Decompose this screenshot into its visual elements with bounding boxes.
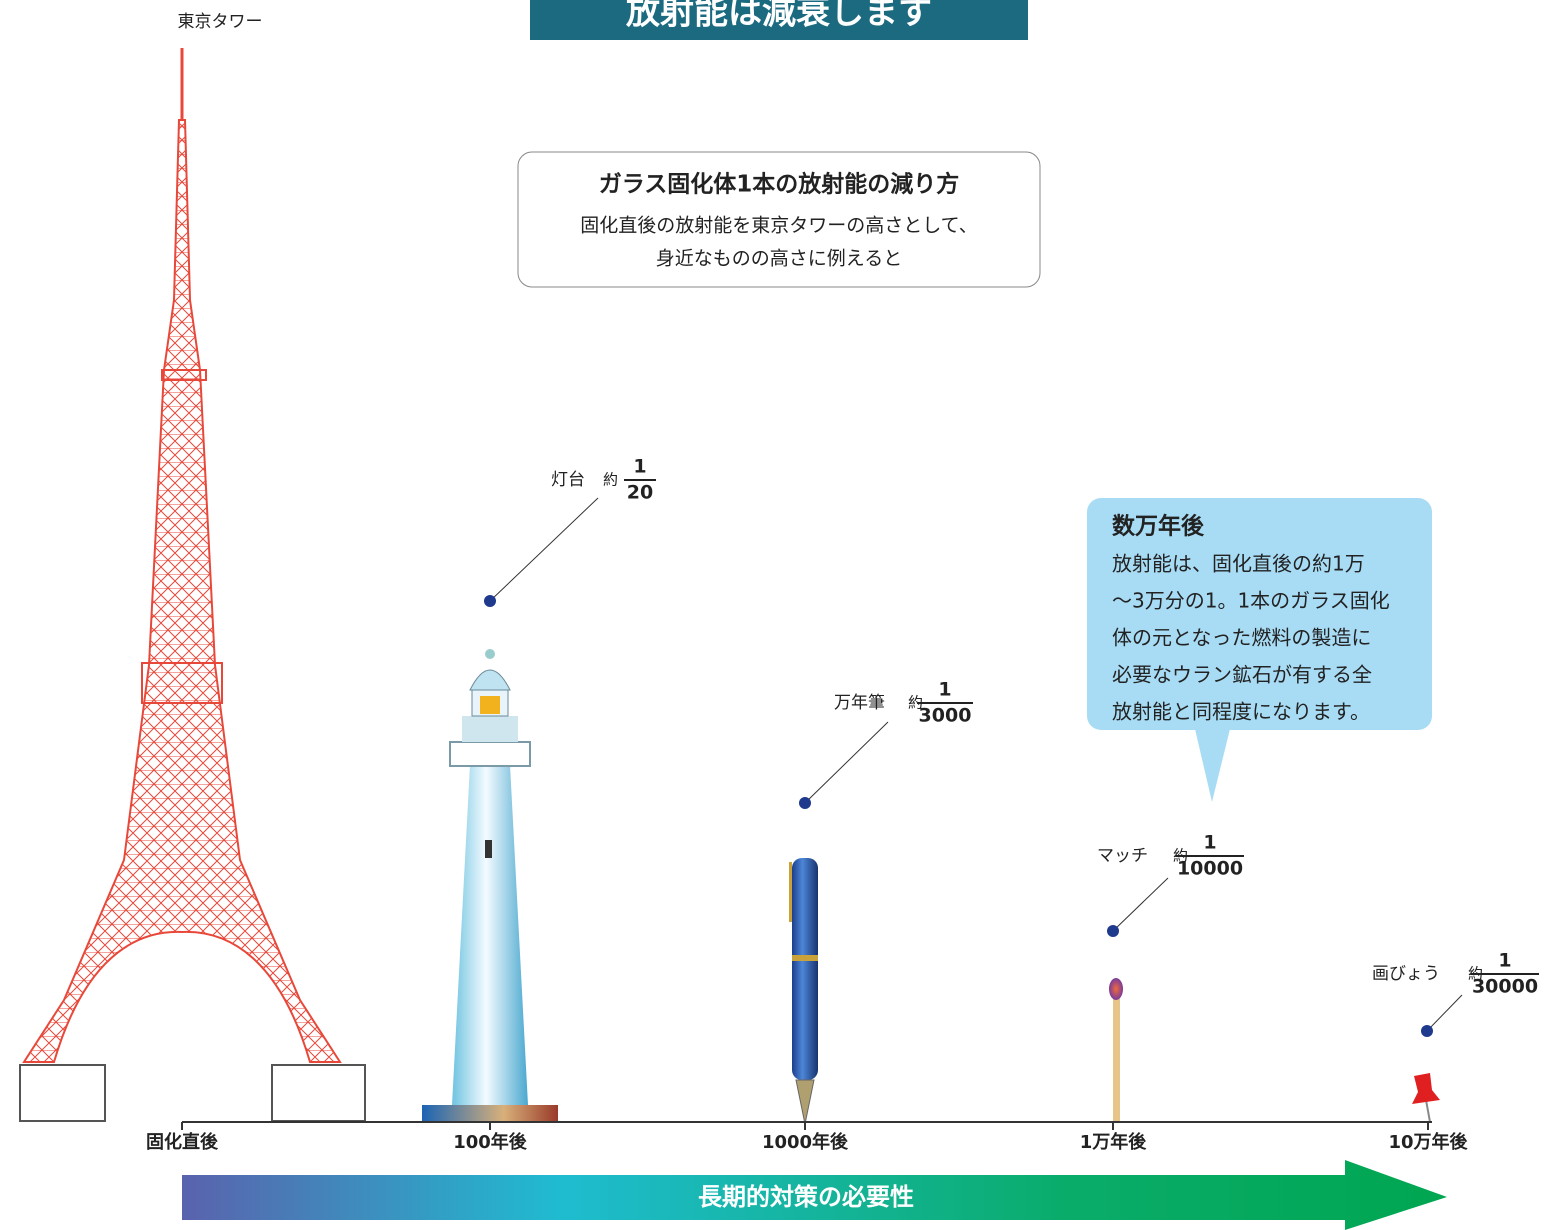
fraction-numerator: 1 xyxy=(1203,832,1216,854)
item-prefix: 約 xyxy=(908,694,923,712)
callout-title: 数万年後 xyxy=(1112,513,1205,540)
tick-label: 固化直後 xyxy=(146,1131,219,1153)
callout-line: 放射能は、固化直後の約1万 xyxy=(1112,552,1365,576)
intro-line: 身近なものの高さに例えると xyxy=(656,248,902,270)
arrow-label: 長期的対策の必要性 xyxy=(698,1183,914,1211)
item-label: 灯台 xyxy=(551,470,585,490)
fraction-denominator: 3000 xyxy=(919,705,972,727)
tick-label: 100年後 xyxy=(453,1131,528,1153)
intro-box xyxy=(517,151,1041,288)
callout xyxy=(1087,498,1432,802)
title-banner xyxy=(530,0,1028,40)
tick-label: 10万年後 xyxy=(1388,1131,1468,1153)
intro-line: 固化直後の放射能を東京タワーの高さとして、 xyxy=(580,215,977,237)
leader-line xyxy=(804,721,889,804)
fraction-numerator: 1 xyxy=(633,456,646,478)
item-label: 万年筆 xyxy=(834,693,885,713)
match-illustration xyxy=(1109,978,1123,1122)
item-prefix: 約 xyxy=(603,471,618,489)
fraction-numerator: 1 xyxy=(1498,950,1511,972)
pen-illustration xyxy=(789,858,818,1125)
lighthouse-illustration xyxy=(422,649,558,1122)
callout-line: 体の元となった燃料の製造に xyxy=(1112,626,1371,650)
arrow xyxy=(182,1160,1447,1230)
intro-title: ガラス固化体1本の放射能の減り方 xyxy=(599,171,960,198)
fraction-denominator: 20 xyxy=(627,482,653,504)
leader-line xyxy=(1112,877,1169,932)
tick-label: 1000年後 xyxy=(762,1131,849,1153)
marker-dot xyxy=(484,595,496,607)
fraction-numerator: 1 xyxy=(938,679,951,701)
item-label: 画びょう xyxy=(1372,964,1440,984)
title: 放射能は減衰します xyxy=(626,0,932,33)
tower-label: 東京タワー xyxy=(178,12,263,32)
leader-line xyxy=(489,497,599,602)
fraction-denominator: 30000 xyxy=(1472,976,1538,998)
marker-dot xyxy=(1107,925,1119,937)
pushpin-illustration xyxy=(1412,1073,1440,1123)
tick-label: 1万年後 xyxy=(1080,1131,1148,1153)
fraction-denominator: 10000 xyxy=(1177,858,1243,880)
callout-line: 放射能と同程度になります。 xyxy=(1112,700,1370,724)
marker-dot xyxy=(1421,1025,1433,1037)
callout-line: 必要なウラン鉱石が有する全 xyxy=(1112,663,1372,687)
callout-line: 〜3万分の1。1本のガラス固化 xyxy=(1112,589,1390,613)
marker-dot xyxy=(799,797,811,809)
leader-line xyxy=(1426,994,1463,1032)
tower-illustration xyxy=(19,48,366,1122)
item-label: マッチ xyxy=(1097,846,1148,866)
